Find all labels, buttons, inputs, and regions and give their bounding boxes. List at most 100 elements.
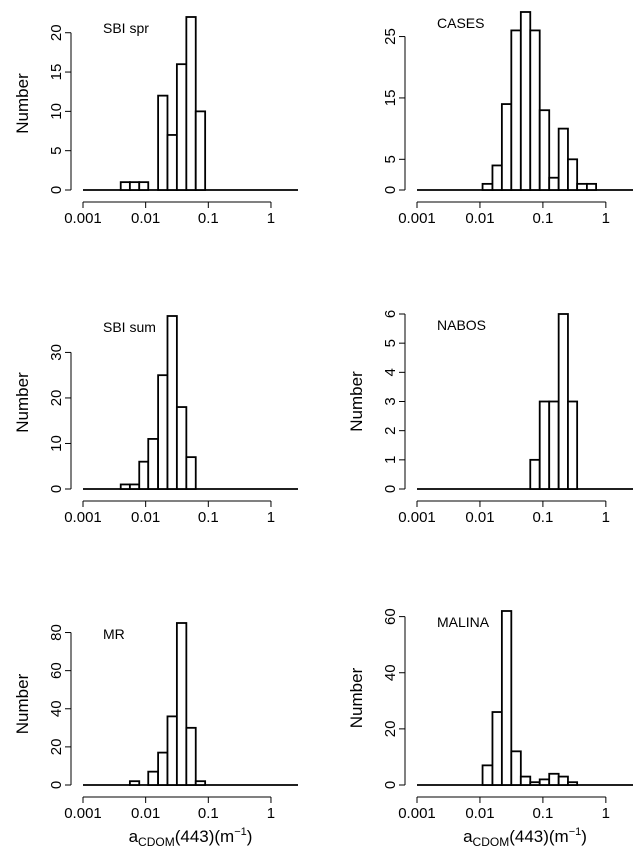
y-tick-label: 0	[48, 781, 65, 789]
x-axis-label-part: )	[247, 827, 253, 846]
x-axis-label: aCDOM(443)(m−1)	[129, 826, 253, 849]
x-tick-label: 0.1	[198, 509, 219, 526]
x-tick-label: 0.001	[64, 210, 102, 227]
histogram-bar	[119, 483, 131, 490]
y-axis-label: Number	[347, 371, 366, 432]
x-tick-label: 0.001	[398, 210, 436, 227]
histogram-bar	[147, 438, 160, 490]
histogram-bar	[138, 460, 150, 490]
histogram-bar	[548, 772, 560, 786]
x-axis-label-part: −1	[234, 826, 247, 838]
y-tick-label: 0	[48, 186, 65, 194]
histogram-bar	[194, 110, 207, 191]
x-axis-label-part: (443)(m	[175, 827, 235, 846]
histogram-bar	[481, 764, 494, 786]
histogram-bar	[500, 610, 513, 786]
y-tick-label: 5	[48, 147, 65, 155]
x-axis-label-part: a	[463, 827, 473, 846]
x-tick-label: 1	[267, 509, 275, 526]
x-tick-label: 0.1	[198, 805, 219, 822]
y-axis-label: Number	[347, 667, 366, 728]
histogram-bar	[567, 158, 579, 191]
y-tick-label: 0	[382, 186, 399, 194]
histogram-bar	[157, 94, 169, 191]
y-tick-label: 80	[48, 624, 65, 641]
histogram-bar	[548, 400, 560, 490]
y-tick-label: 5	[382, 155, 399, 163]
y-tick-label: 5	[382, 339, 399, 347]
histogram-bar	[481, 182, 494, 191]
histogram-panel-5: 0.001 0.01 0.1 1 0 20 40 60 80 Number MR aCDOM(443)…	[13, 622, 298, 849]
histogram-bar	[147, 770, 160, 786]
y-axis-label: Number	[13, 372, 32, 433]
histogram-bar	[185, 726, 197, 786]
panel-title: SBI spr	[103, 20, 149, 36]
x-tick-label: 1	[267, 805, 275, 822]
histogram-bar	[529, 29, 541, 191]
x-axis-label-part: CDOM	[473, 835, 510, 849]
histogram-bar	[128, 780, 141, 786]
histogram-bar	[557, 775, 569, 786]
histogram-bar	[194, 780, 207, 786]
histogram-bar	[175, 63, 188, 191]
y-tick-label: 0	[382, 485, 399, 493]
x-tick-label: 0.01	[131, 805, 160, 822]
y-tick-label: 2	[382, 426, 399, 434]
x-tick-label: 0.01	[465, 210, 494, 227]
x-tick-label: 0.1	[532, 509, 553, 526]
histogram-bar	[538, 400, 551, 490]
histogram-bar	[585, 182, 597, 191]
x-tick-label: 1	[267, 210, 275, 227]
histogram-bar	[576, 182, 588, 191]
histogram-bar	[538, 778, 551, 786]
histogram-bar	[510, 750, 522, 786]
x-tick-label: 0.1	[198, 210, 219, 227]
histogram-bar	[128, 181, 141, 191]
x-axis-label-part: CDOM	[138, 835, 175, 849]
y-tick-label: 10	[48, 103, 65, 120]
histogram-bar	[510, 29, 522, 191]
x-tick-label: 0.001	[64, 805, 102, 822]
x-tick-label: 0.01	[465, 805, 494, 822]
panel-title: CASES	[437, 15, 484, 31]
panel-title: MR	[103, 626, 125, 642]
y-tick-label: 4	[382, 368, 399, 376]
histogram-bar	[557, 313, 569, 490]
histogram-bar	[175, 406, 188, 490]
x-tick-label: 1	[602, 210, 610, 227]
histogram-bar	[519, 775, 532, 786]
panel-title: MALINA	[437, 614, 490, 630]
histogram-bar	[491, 711, 503, 786]
x-tick-label: 0.001	[64, 509, 102, 526]
x-tick-label: 0.001	[398, 805, 436, 822]
histogram-bar	[128, 483, 141, 490]
y-axis-label: Number	[13, 73, 32, 134]
panel-title: SBI sum	[103, 319, 156, 335]
histogram-bar	[185, 16, 197, 191]
histogram-panel-4: 0.001 0.01 0.1 1 0 1 2 3 4 5 6 Number NABOS	[347, 310, 633, 526]
x-tick-label: 0.1	[532, 805, 553, 822]
histogram-bar	[567, 400, 579, 490]
y-tick-label: 40	[48, 700, 65, 717]
histogram-bar	[519, 11, 532, 191]
histogram-bar	[567, 781, 579, 786]
histogram-bar	[185, 456, 197, 490]
x-tick-label: 0.01	[131, 509, 160, 526]
histogram-bar	[166, 134, 178, 191]
y-tick-label: 3	[382, 397, 399, 405]
histogram-bar	[166, 715, 178, 786]
y-tick-label: 30	[48, 344, 65, 361]
x-tick-label: 0.01	[465, 509, 494, 526]
x-axis-label-part: )	[581, 827, 587, 846]
histogram-bar	[500, 103, 513, 191]
y-tick-label: 15	[48, 64, 65, 81]
y-tick-label: 6	[382, 310, 399, 318]
histogram-bar	[557, 127, 569, 191]
y-tick-label: 60	[382, 608, 399, 625]
histogram-bar	[138, 181, 150, 191]
histogram-bar	[157, 374, 169, 490]
x-tick-label: 0.001	[398, 509, 436, 526]
x-axis-label-part: (443)(m	[509, 827, 569, 846]
y-tick-label: 60	[48, 662, 65, 679]
